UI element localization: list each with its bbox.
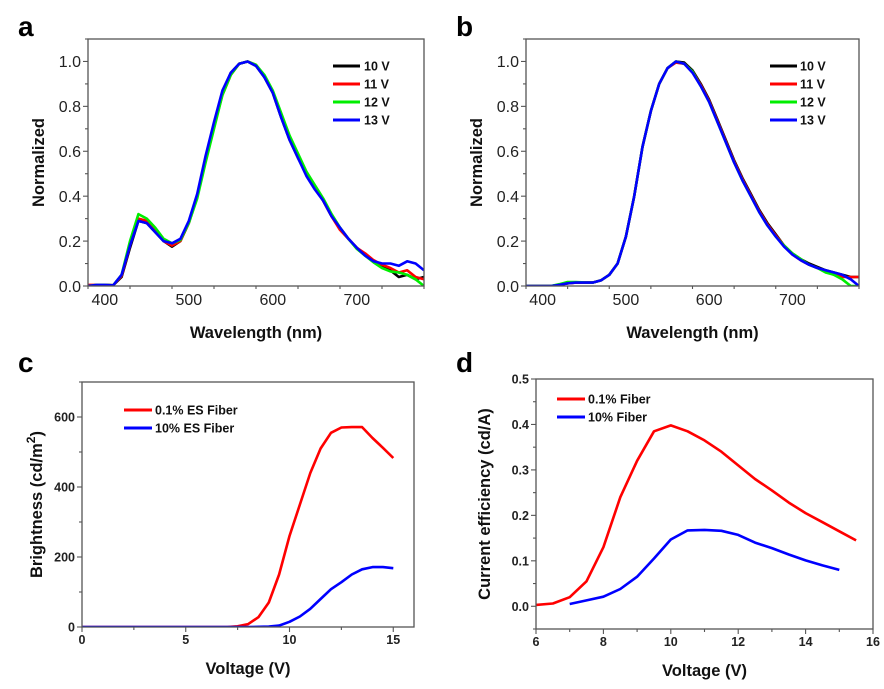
legend-label: 12 V: [364, 96, 390, 110]
y-tick-label: 1.0: [59, 54, 81, 71]
panel-a: a 400 500 600 700 0.0 0.2 0.4 0.6 0.8 1.0 Wavelengt…: [18, 11, 425, 342]
series-group: [88, 60, 424, 286]
y-tick-label: 400: [54, 481, 75, 495]
y-axis-label-text: Normalized: [468, 118, 486, 207]
series-line-0-1-es-fiber: [82, 425, 395, 627]
legend: 10 V 11 V 12 V 13 V: [770, 60, 826, 128]
legend-label: 10% Fiber: [588, 411, 647, 425]
y-axis-label-text: Brightness (cd/m: [28, 443, 46, 578]
y-tick-label: 0.1: [512, 554, 529, 568]
y-tick-label: 0.4: [59, 189, 81, 206]
x-tick-label: 500: [613, 292, 640, 309]
x-tick-label: 600: [259, 292, 286, 309]
y-tick-label: 0.0: [512, 600, 529, 614]
series-line-0-1-fiber: [536, 424, 857, 607]
x-tick-label: 16: [866, 635, 880, 649]
x-axis-label: Wavelength (nm): [626, 324, 758, 342]
panel-b: b 400 500 600 700 0.0 0.2 0.4 0.6 0.8 1.0 Wavelengt…: [456, 11, 860, 342]
series-line-13-v: [88, 60, 424, 286]
series-line-13-v: [526, 60, 859, 286]
x-tick-label: 14: [799, 635, 813, 649]
y-tick-label: 0.8: [497, 99, 519, 116]
y-tick-label: 0.5: [512, 373, 529, 387]
series-line-10-es-fiber: [82, 565, 394, 627]
legend: 0.1% Fiber 10% Fiber: [557, 393, 651, 425]
legend: 0.1% ES Fiber 10% ES Fiber: [124, 404, 238, 436]
x-tick-label: 400: [529, 292, 556, 309]
y-tick-label: 0.6: [59, 144, 81, 161]
legend-label: 12 V: [800, 96, 826, 110]
x-tick-label: 8: [600, 635, 607, 649]
legend-label: 11 V: [800, 78, 826, 92]
y-axis-label: Current efficiency (cd/A): [476, 408, 494, 600]
x-tick-label: 15: [386, 633, 400, 647]
plot-frame: [81, 381, 415, 628]
series-group: [82, 425, 395, 627]
x-tick-label: 12: [731, 635, 745, 649]
panel-letter: d: [456, 347, 473, 378]
y-axis-label-text: Normalized: [30, 118, 48, 207]
plot-frame: [87, 38, 425, 287]
legend-label: 0.1% Fiber: [588, 393, 651, 407]
panel-c: c 0 5 10 15 0 200 400 600 Voltage (V) Brightness (…: [18, 347, 415, 678]
y-tick-label: 0.2: [497, 234, 519, 251]
panel-letter: a: [18, 11, 34, 42]
x-tick-label: 5: [182, 633, 189, 647]
y-axis-label: Brightness (cd/m2): [24, 431, 46, 578]
y-tick-label: 0.0: [59, 279, 81, 296]
x-axis-label: Wavelength (nm): [190, 324, 322, 342]
y-axis-label-suffix: ): [28, 431, 46, 437]
legend-label: 11 V: [364, 78, 390, 92]
legend-label: 10% ES Fiber: [155, 422, 234, 436]
series-line-10-fiber: [569, 528, 840, 606]
y-tick-label: 0.2: [512, 509, 529, 523]
series-group: [526, 60, 859, 286]
x-tick-label: 0: [79, 633, 86, 647]
x-axis-label: Voltage (V): [206, 660, 291, 678]
x-tick-label: 400: [91, 292, 118, 309]
legend-label: 10 V: [800, 60, 826, 74]
y-tick-label: 0: [68, 621, 75, 635]
x-tick-label: 10: [664, 635, 678, 649]
y-tick-label: 200: [54, 551, 75, 565]
y-axis-label: Normalized: [468, 118, 486, 207]
legend-label: 10 V: [364, 60, 390, 74]
x-tick-label: 700: [343, 292, 370, 309]
y-tick-label: 0.8: [59, 99, 81, 116]
y-tick-label: 0.6: [497, 144, 519, 161]
x-tick-label: 600: [696, 292, 723, 309]
panel-letter: b: [456, 11, 473, 42]
x-tick-label: 10: [283, 633, 297, 647]
y-tick-label: 0.2: [59, 234, 81, 251]
plot-frame: [535, 378, 874, 630]
legend: 10 V 11 V 12 V 13 V: [333, 60, 390, 128]
x-tick-label: 700: [779, 292, 806, 309]
y-tick-label: 0.4: [512, 418, 529, 432]
legend-label: 0.1% ES Fiber: [155, 404, 238, 418]
y-tick-label: 0.0: [497, 279, 519, 296]
panel-letter: c: [18, 347, 34, 378]
x-tick-label: 500: [175, 292, 202, 309]
y-tick-label: 0.4: [497, 189, 519, 206]
legend-label: 13 V: [800, 114, 826, 128]
y-axis-label-text: Current efficiency (cd/A): [476, 408, 494, 600]
legend-label: 13 V: [364, 114, 390, 128]
y-tick-label: 1.0: [497, 54, 519, 71]
series-group: [536, 424, 857, 607]
y-axis-label: Normalized: [30, 118, 48, 207]
y-tick-label: 600: [54, 411, 75, 425]
y-tick-label: 0.3: [512, 463, 529, 477]
x-axis-label: Voltage (V): [662, 662, 747, 680]
plot-frame: [525, 38, 860, 287]
x-tick-label: 6: [533, 635, 540, 649]
panel-d: d 6 8 10 12 14 16 0.0 0.1 0.2 0.3 0.4 0.5 Voltage (V)…: [456, 347, 880, 680]
y-axis-label-superscript: 2: [24, 436, 38, 443]
